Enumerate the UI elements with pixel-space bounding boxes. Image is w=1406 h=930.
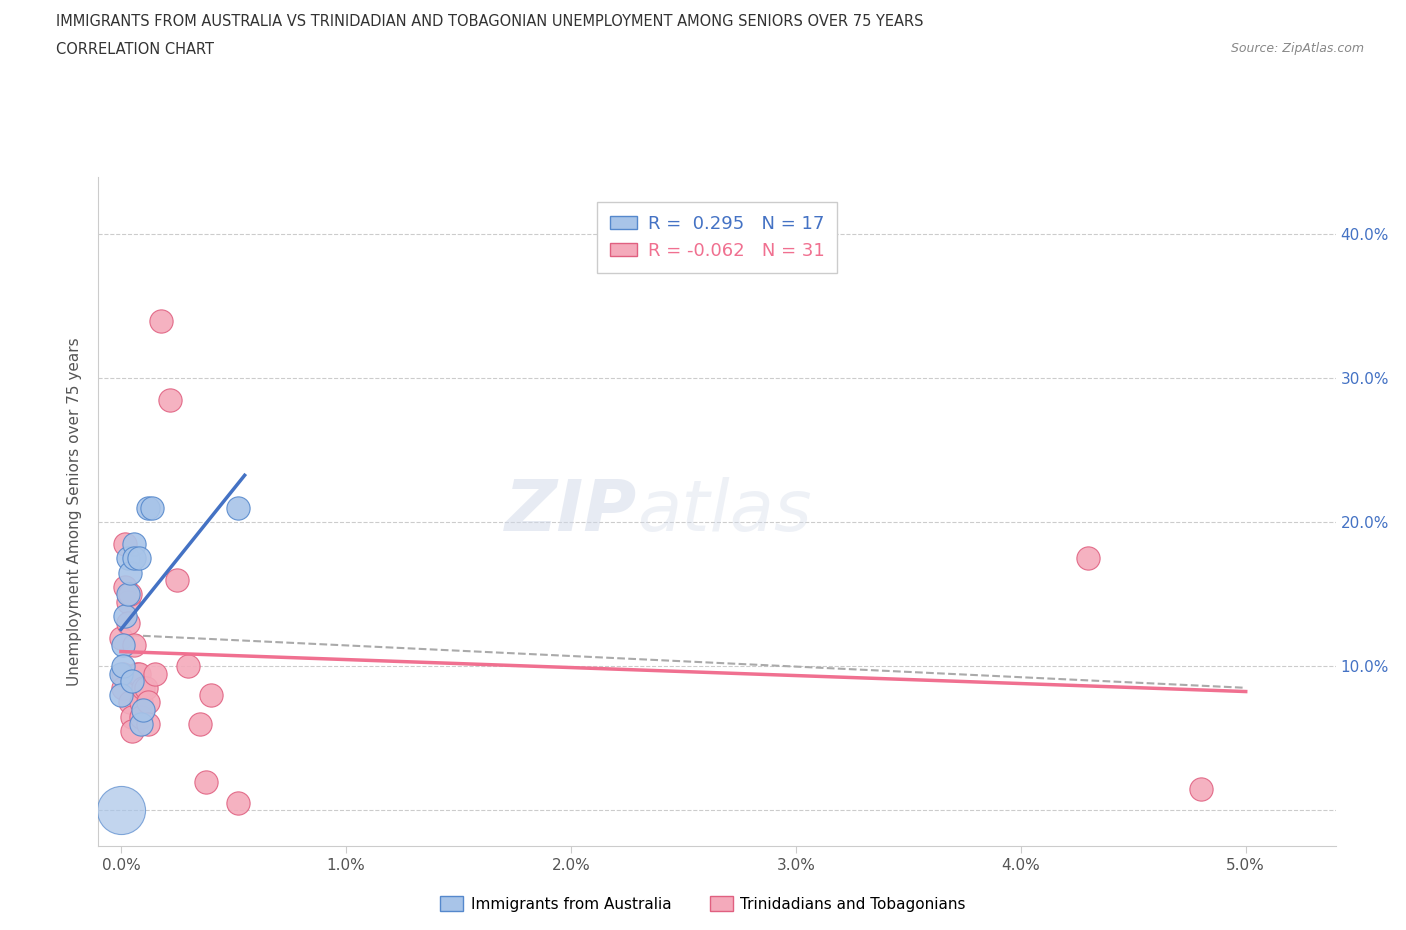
Point xyxy=(110,666,132,681)
Legend: R =  0.295   N = 17, R = -0.062   N = 31: R = 0.295 N = 17, R = -0.062 N = 31 xyxy=(598,203,837,272)
Point xyxy=(226,796,249,811)
Point xyxy=(129,716,152,731)
Point xyxy=(112,681,135,696)
Point xyxy=(129,695,152,710)
Point xyxy=(143,666,166,681)
Point xyxy=(1077,551,1099,565)
Point xyxy=(124,551,146,565)
Text: CORRELATION CHART: CORRELATION CHART xyxy=(56,42,214,57)
Point xyxy=(136,695,159,710)
Point xyxy=(117,587,139,602)
Point xyxy=(125,666,148,681)
Point xyxy=(195,774,218,789)
Point xyxy=(121,673,143,688)
Point xyxy=(118,695,141,710)
Point xyxy=(166,573,188,588)
Point xyxy=(114,608,136,623)
Point xyxy=(121,710,143,724)
Point xyxy=(114,579,136,594)
Point xyxy=(114,537,136,551)
Point xyxy=(112,637,135,652)
Point xyxy=(128,551,150,565)
Point xyxy=(132,681,155,696)
Point xyxy=(128,666,150,681)
Point xyxy=(110,803,132,817)
Point xyxy=(124,537,146,551)
Point xyxy=(177,658,200,673)
Point xyxy=(1189,781,1212,796)
Text: IMMIGRANTS FROM AUSTRALIA VS TRINIDADIAN AND TOBAGONIAN UNEMPLOYMENT AMONG SENIO: IMMIGRANTS FROM AUSTRALIA VS TRINIDADIAN… xyxy=(56,14,924,29)
Text: atlas: atlas xyxy=(637,477,811,546)
Legend: Immigrants from Australia, Trinidadians and Tobagonians: Immigrants from Australia, Trinidadians … xyxy=(434,889,972,918)
Point xyxy=(129,710,152,724)
Text: Source: ZipAtlas.com: Source: ZipAtlas.com xyxy=(1230,42,1364,55)
Point xyxy=(135,681,157,696)
Y-axis label: Unemployment Among Seniors over 75 years: Unemployment Among Seniors over 75 years xyxy=(67,338,83,685)
Point xyxy=(117,594,139,609)
Point xyxy=(226,500,249,515)
Point xyxy=(136,500,159,515)
Point xyxy=(124,637,146,652)
Point xyxy=(141,500,163,515)
Point xyxy=(118,565,141,580)
Point xyxy=(136,716,159,731)
Text: ZIP: ZIP xyxy=(505,477,637,546)
Point xyxy=(121,724,143,738)
Point xyxy=(117,551,139,565)
Point xyxy=(132,702,155,717)
Point xyxy=(112,666,135,681)
Point xyxy=(110,687,132,702)
Point xyxy=(150,313,173,328)
Point xyxy=(112,658,135,673)
Point xyxy=(188,716,211,731)
Point xyxy=(117,616,139,631)
Point xyxy=(118,587,141,602)
Point xyxy=(159,392,181,407)
Point xyxy=(110,630,132,644)
Point xyxy=(200,687,222,702)
